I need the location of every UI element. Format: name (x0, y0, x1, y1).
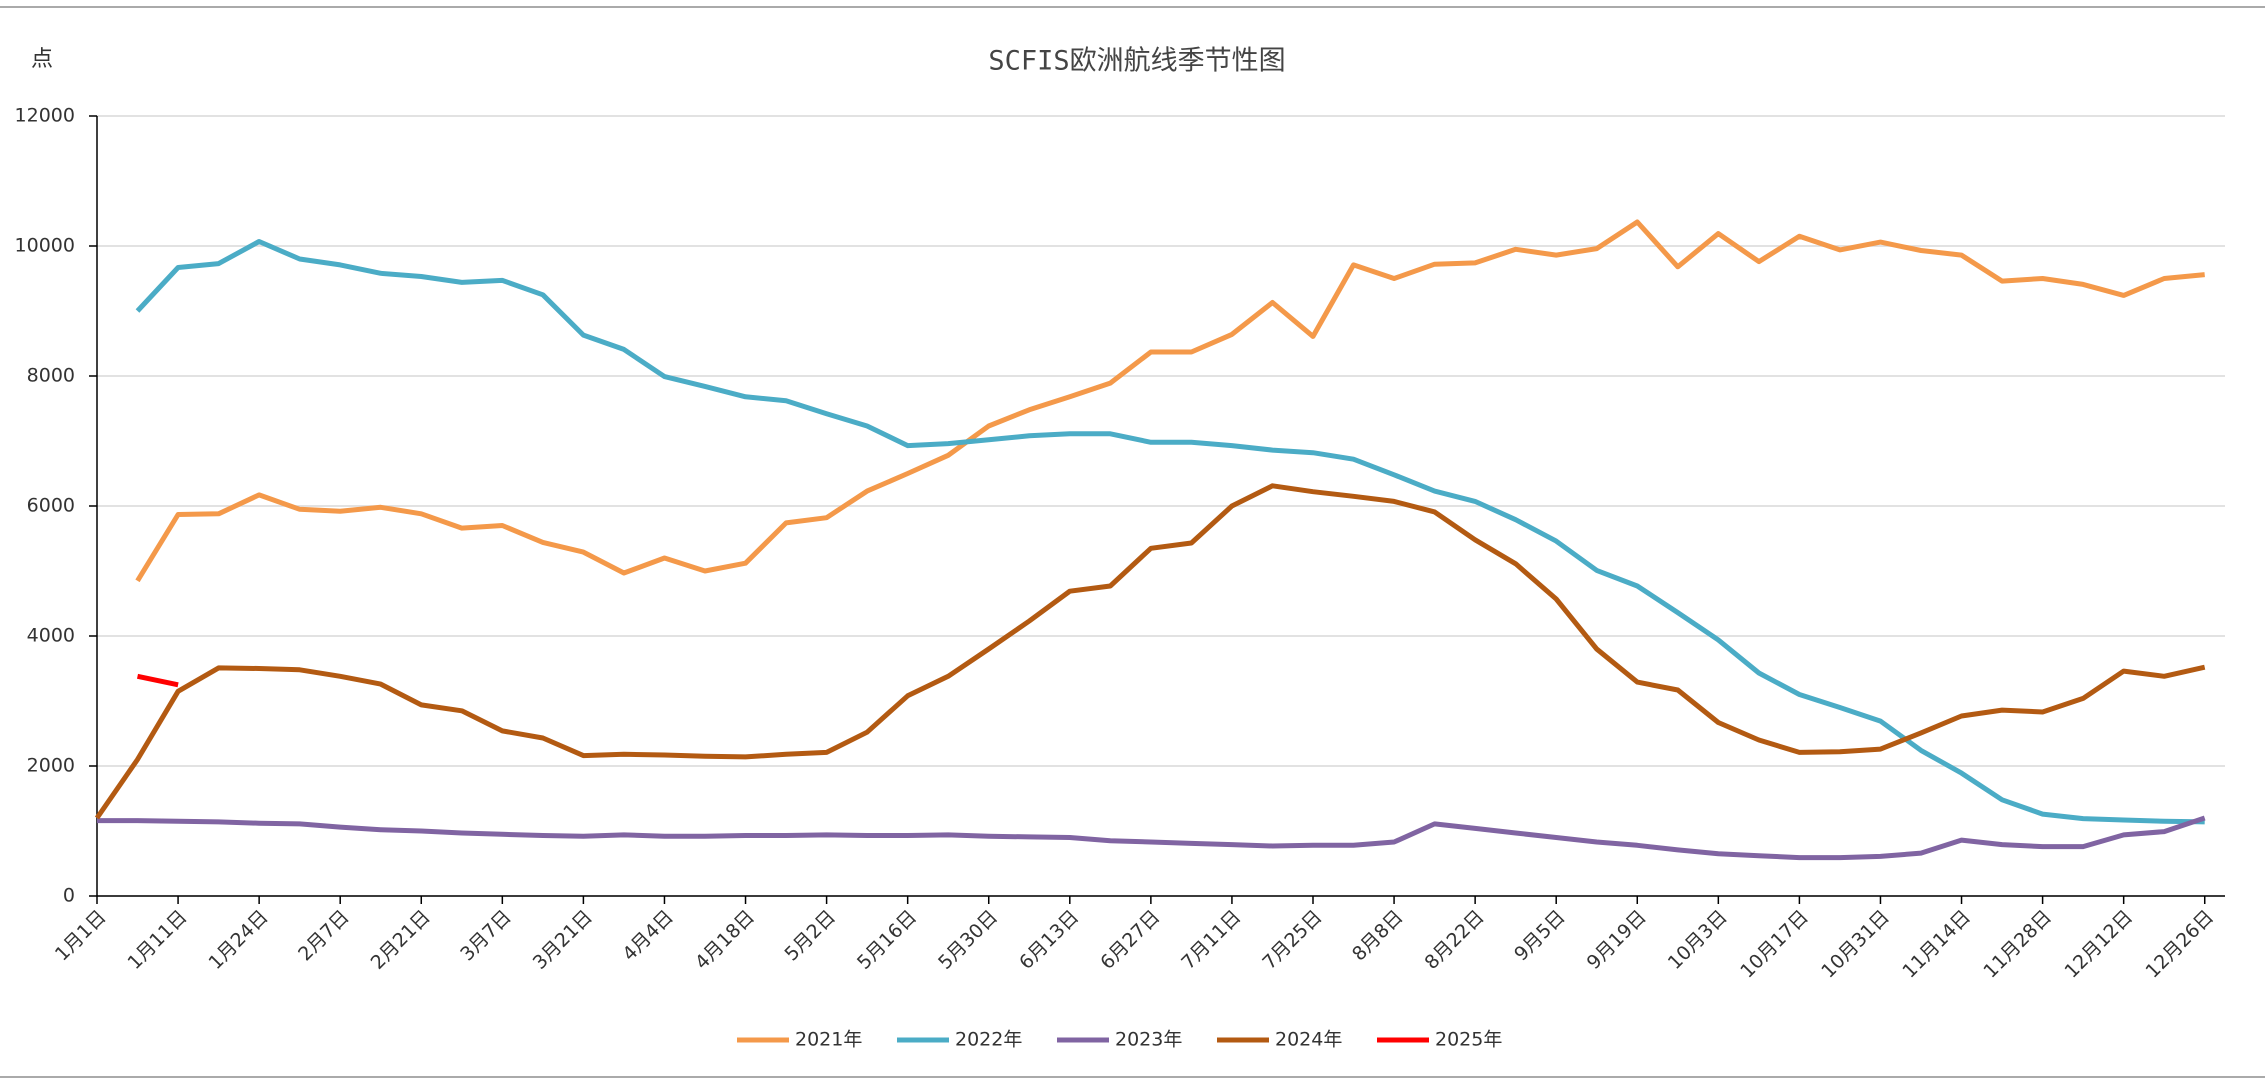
y-tick-label: 12000 (15, 105, 75, 127)
x-tick-label: 4月4日 (618, 906, 678, 966)
legend-label: 2022年 (955, 1029, 1022, 1051)
y-tick-label: 6000 (27, 495, 75, 517)
legend-label: 2025年 (1435, 1029, 1502, 1051)
y-tick-label: 8000 (27, 365, 75, 387)
x-tick-label: 6月27日 (1096, 906, 1164, 974)
x-tick-label: 11月28日 (1979, 906, 2056, 983)
x-tick-label: 4月18日 (691, 906, 759, 974)
x-tick-label: 7月11日 (1177, 906, 1245, 974)
x-tick-label: 8月8日 (1348, 906, 1408, 966)
x-tick-label: 12月26日 (2142, 906, 2219, 983)
x-tick-label: 1月11日 (123, 906, 191, 974)
series-line (135, 219, 2205, 583)
x-tick-label: 3月7日 (456, 906, 516, 966)
x-tick-label: 2月21日 (367, 906, 435, 974)
series-line (136, 673, 179, 688)
x-tick-label: 11月14日 (1898, 906, 1975, 983)
y-tick-label: 10000 (15, 235, 75, 257)
x-tick-label: 9月19日 (1583, 906, 1651, 974)
x-tick-label: 6月13日 (1015, 906, 1083, 974)
x-tick-label: 1月1日 (51, 906, 111, 966)
chart-title: SCFIS欧洲航线季节性图 (988, 46, 1285, 77)
legend-label: 2021年 (795, 1029, 862, 1051)
legend-label: 2023年 (1115, 1029, 1182, 1051)
y-tick-label: 2000 (27, 755, 75, 777)
x-tick-label: 8月22日 (1420, 906, 1488, 974)
x-tick-label: 10月3日 (1664, 906, 1732, 974)
x-tick-label: 5月30日 (934, 906, 1002, 974)
x-tick-label: 12月12日 (2060, 906, 2137, 983)
y-tick-label: 0 (63, 885, 75, 907)
x-tick-label: 7月25日 (1258, 906, 1326, 974)
y-axis-label: 点 (31, 47, 53, 72)
y-tick-label: 4000 (27, 625, 75, 647)
series-line (94, 483, 2206, 820)
legend-label: 2024年 (1275, 1029, 1342, 1051)
x-tick-label: 5月2日 (780, 906, 840, 966)
x-tick-label: 5月16日 (853, 906, 921, 974)
x-tick-label: 2月7日 (294, 906, 354, 966)
series-line (135, 239, 2205, 825)
x-tick-label: 9月5日 (1510, 906, 1570, 966)
x-tick-label: 1月24日 (204, 906, 272, 974)
x-tick-label: 10月17日 (1736, 906, 1813, 983)
x-tick-label: 3月21日 (529, 906, 597, 974)
series-line (97, 815, 2206, 861)
x-tick-label: 10月31日 (1817, 906, 1894, 983)
